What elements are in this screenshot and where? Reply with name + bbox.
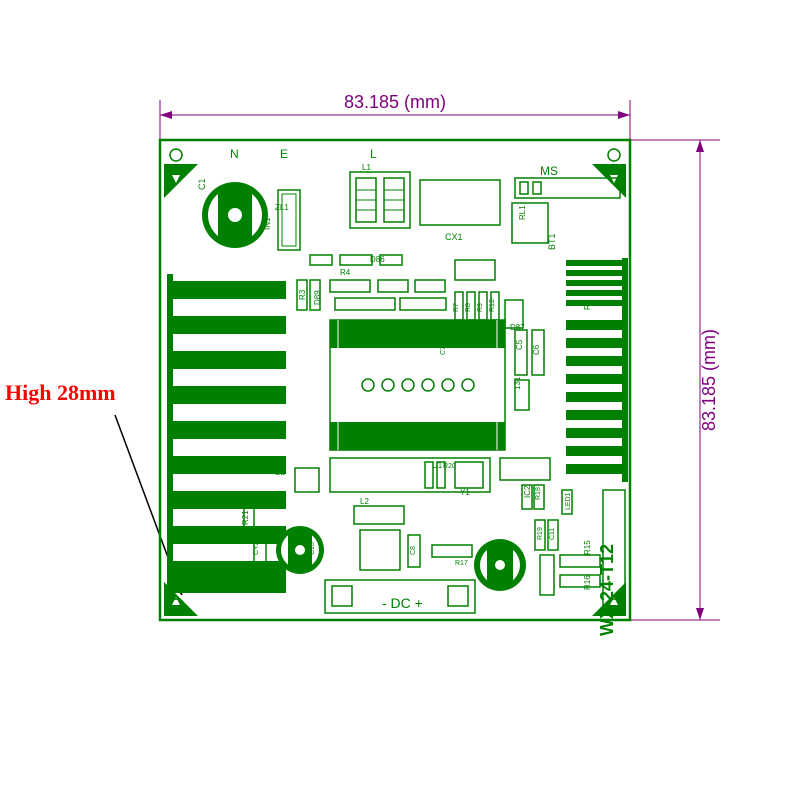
dim-top-label: 83.185 (mm)	[344, 92, 446, 112]
svg-text:E: E	[280, 147, 288, 161]
dimension-top: 83.185 (mm)	[160, 92, 630, 140]
svg-text:R19: R19	[537, 527, 544, 540]
svg-text:BT1: BT1	[547, 233, 557, 250]
svg-text:131: 131	[513, 376, 522, 390]
svg-text:R15: R15	[583, 540, 592, 555]
svg-text:C10: C10	[309, 542, 316, 555]
dimension-right: 83.185 (mm)	[630, 140, 720, 620]
svg-text:C6: C6	[532, 344, 541, 355]
svg-text:R20: R20	[443, 463, 456, 470]
svg-text:D87: D87	[510, 323, 525, 332]
svg-text:C5: C5	[515, 339, 524, 350]
svg-text:R3: R3	[298, 289, 307, 300]
transformer-b1	[330, 320, 505, 450]
svg-text:D89: D89	[313, 290, 322, 305]
svg-text:C7: C7	[440, 346, 447, 355]
svg-text:L1: L1	[362, 163, 371, 172]
svg-text:- DC +: - DC +	[382, 595, 423, 611]
svg-text:Y1: Y1	[460, 488, 470, 497]
heatsink-right	[566, 258, 628, 482]
svg-text:CX1: CX1	[445, 232, 463, 242]
svg-text:R9: R9	[477, 303, 484, 312]
inductor-l1	[350, 172, 410, 228]
svg-text:D86: D86	[370, 255, 385, 264]
svg-text:U1: U1	[432, 461, 443, 470]
svg-text:R18: R18	[535, 487, 542, 500]
svg-text:D2: D2	[275, 468, 286, 477]
svg-text:R6: R6	[583, 299, 592, 310]
cap-c1	[202, 182, 268, 248]
svg-text:MS: MS	[540, 164, 558, 178]
svg-text:R7: R7	[453, 303, 460, 312]
svg-text:L: L	[370, 147, 377, 161]
svg-text:C8: C8	[410, 546, 417, 555]
svg-text:R8: R8	[465, 303, 472, 312]
pcb-diagram: 83.185 (mm) 83.185 (mm)	[0, 0, 800, 800]
svg-text:C11: C11	[549, 528, 556, 540]
cap-cx1	[420, 180, 500, 225]
svg-text:L2: L2	[360, 497, 369, 506]
svg-text:R21: R21	[241, 510, 250, 525]
svg-text:CY2: CY2	[253, 541, 260, 555]
heatsink-left	[167, 274, 286, 594]
part-number-text: WX-24-T12	[597, 544, 617, 636]
svg-text:IC2: IC2	[523, 485, 532, 498]
smd-row-top	[310, 255, 495, 280]
svg-text:B1: B1	[342, 328, 353, 338]
svg-text:R17: R17	[455, 560, 468, 567]
svg-text:IN1: IN1	[263, 217, 272, 230]
svg-text:R12: R12	[489, 299, 496, 312]
height-label: High 28mm	[5, 380, 116, 406]
cap-c10	[276, 526, 324, 574]
svg-text:ZL1: ZL1	[275, 203, 289, 212]
svg-text:C1: C1	[197, 178, 207, 190]
cap-bottom-right	[474, 539, 526, 591]
svg-text:RL1: RL1	[518, 205, 527, 220]
conn-ms	[515, 178, 620, 198]
svg-text:LED1: LED1	[565, 492, 572, 510]
svg-text:R16: R16	[583, 575, 592, 590]
inductor-l2	[354, 506, 404, 524]
svg-text:R4: R4	[340, 268, 351, 277]
conn-in1	[278, 190, 300, 250]
dim-right-label: 83.185 (mm)	[699, 329, 719, 431]
svg-text:N: N	[230, 147, 239, 161]
